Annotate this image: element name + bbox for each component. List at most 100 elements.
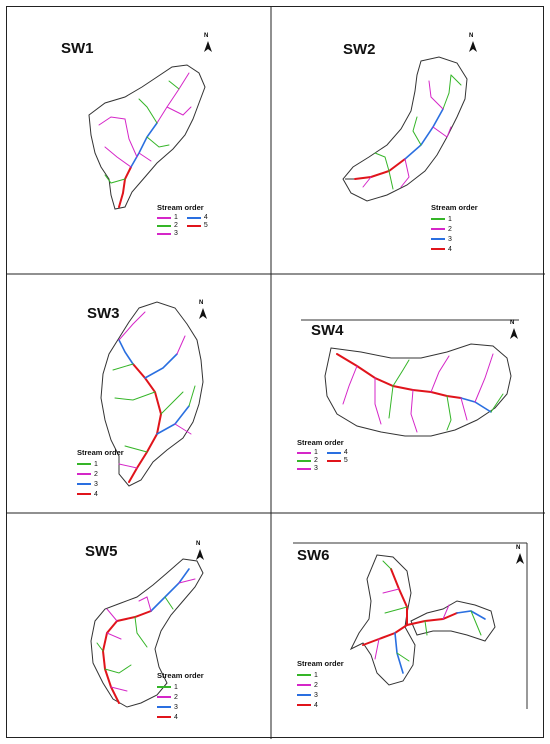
sw6-watershed-map [293,542,528,709]
legend-label: 3 [174,703,178,711]
legend-item-1: 1 [157,214,178,221]
legend-swatch [77,483,91,485]
legend-item-2: 2 [297,457,318,464]
legend-item-1: 1 [157,682,204,692]
legend-swatch [431,248,445,250]
legend-label: 2 [448,225,452,233]
legend-label: 1 [314,449,318,456]
north-label: N [204,33,209,39]
sw4-north-arrow: N [509,320,519,340]
legend-item-2: 2 [157,222,178,229]
legend-label: 4 [174,713,178,721]
legend-item-2: 2 [157,692,204,702]
legend-label: 4 [343,449,348,456]
sw3-title: SW3 [87,305,120,322]
legend-swatch [157,686,171,688]
legend-item-4: 4 [297,700,344,710]
legend-title: Stream order [157,203,204,212]
sw1-title: SW1 [61,40,94,57]
sw6-legend: Stream order 1 2 3 4 [297,659,344,710]
legend-label: 1 [448,215,452,223]
sw3-boundary [100,301,204,487]
legend-label: 1 [314,671,318,679]
legend-label: 4 [203,214,208,221]
sw5-boundary [90,558,204,708]
sw4-streams [336,353,504,433]
north-arrow-icon [516,553,524,564]
sw3-north-arrow: N [198,300,208,320]
north-label: N [469,33,474,39]
legend-title: Stream order [157,671,204,680]
legend-swatch [431,238,445,240]
legend-swatch [431,218,445,220]
sw4-legend: Stream order 1 4 2 5 3 [297,438,353,472]
legend-item-3: 3 [297,465,318,472]
legend-swatch [157,716,171,718]
legend-label: 3 [94,480,98,488]
legend-title: Stream order [297,659,344,668]
sw1-north-arrow: N [203,33,213,53]
sw2-north-arrow: N [468,33,478,53]
sw5-title: SW5 [85,543,118,560]
legend-item-4: 4 [186,214,208,221]
legend-label: 2 [174,222,178,229]
legend-swatch [326,459,341,462]
legend-swatch [77,463,91,465]
legend-swatch [297,674,311,676]
legend-item-1: 1 [77,459,124,469]
north-label: N [516,545,521,551]
legend-swatch [297,694,311,696]
sw6-north-arrow: N [515,545,525,565]
sw6-title: SW6 [297,547,330,564]
sw5-streams [96,568,196,704]
sw2-legend: Stream order 1 2 3 4 [431,203,478,254]
sw4-legend-items: 1 4 2 5 3 [297,449,353,472]
legend-swatch [157,216,171,219]
legend-label: 1 [94,460,98,468]
legend-label: 4 [94,490,98,498]
legend-label: 2 [314,457,318,464]
legend-item-5: 5 [326,457,348,464]
legend-label: 3 [448,235,452,243]
legend-title: Stream order [297,438,344,447]
north-label: N [196,541,201,547]
legend-label: 2 [94,470,98,478]
legend-swatch [297,467,311,470]
sw6-streams [362,560,486,674]
sw6-boundary-east [410,600,496,642]
legend-swatch [297,451,311,454]
legend-swatch [186,216,201,219]
legend-label: 5 [203,222,208,229]
legend-swatch [157,224,171,227]
legend-swatch [186,224,201,227]
sw5-watershed-map [90,558,204,708]
sw4-watershed-map [301,319,519,437]
figure-grid: SW1 N Stream order 1 4 2 5 3 [6,6,545,739]
legend-item-5: 5 [186,222,208,229]
legend-swatch [157,232,171,235]
sw3-streams [112,311,196,483]
sw5-north-arrow: N [195,541,205,561]
legend-label: 1 [174,214,178,221]
legend-label: 1 [174,683,178,691]
sw6-boundary-west [349,554,416,686]
sw2-watershed-map [342,56,468,202]
sw1-boundary [88,64,206,210]
legend-item-3: 3 [157,230,178,237]
legend-item-4: 4 [77,489,124,499]
legend-item-4: 4 [157,712,204,722]
north-label: N [510,320,515,326]
legend-item-2: 2 [77,469,124,479]
legend-item-1: 1 [297,449,318,456]
legend-swatch [326,451,341,454]
north-label: N [199,300,204,306]
legend-swatch [297,684,311,686]
panel-sw6: SW6 N Stream order 1 2 3 4 [271,513,545,739]
sw3-watershed-map [100,301,204,487]
legend-swatch [431,228,445,230]
legend-item-2: 2 [297,680,344,690]
north-arrow-icon [469,41,477,52]
legend-label: 3 [314,691,318,699]
legend-label: 2 [314,681,318,689]
grid-lines [7,7,545,739]
